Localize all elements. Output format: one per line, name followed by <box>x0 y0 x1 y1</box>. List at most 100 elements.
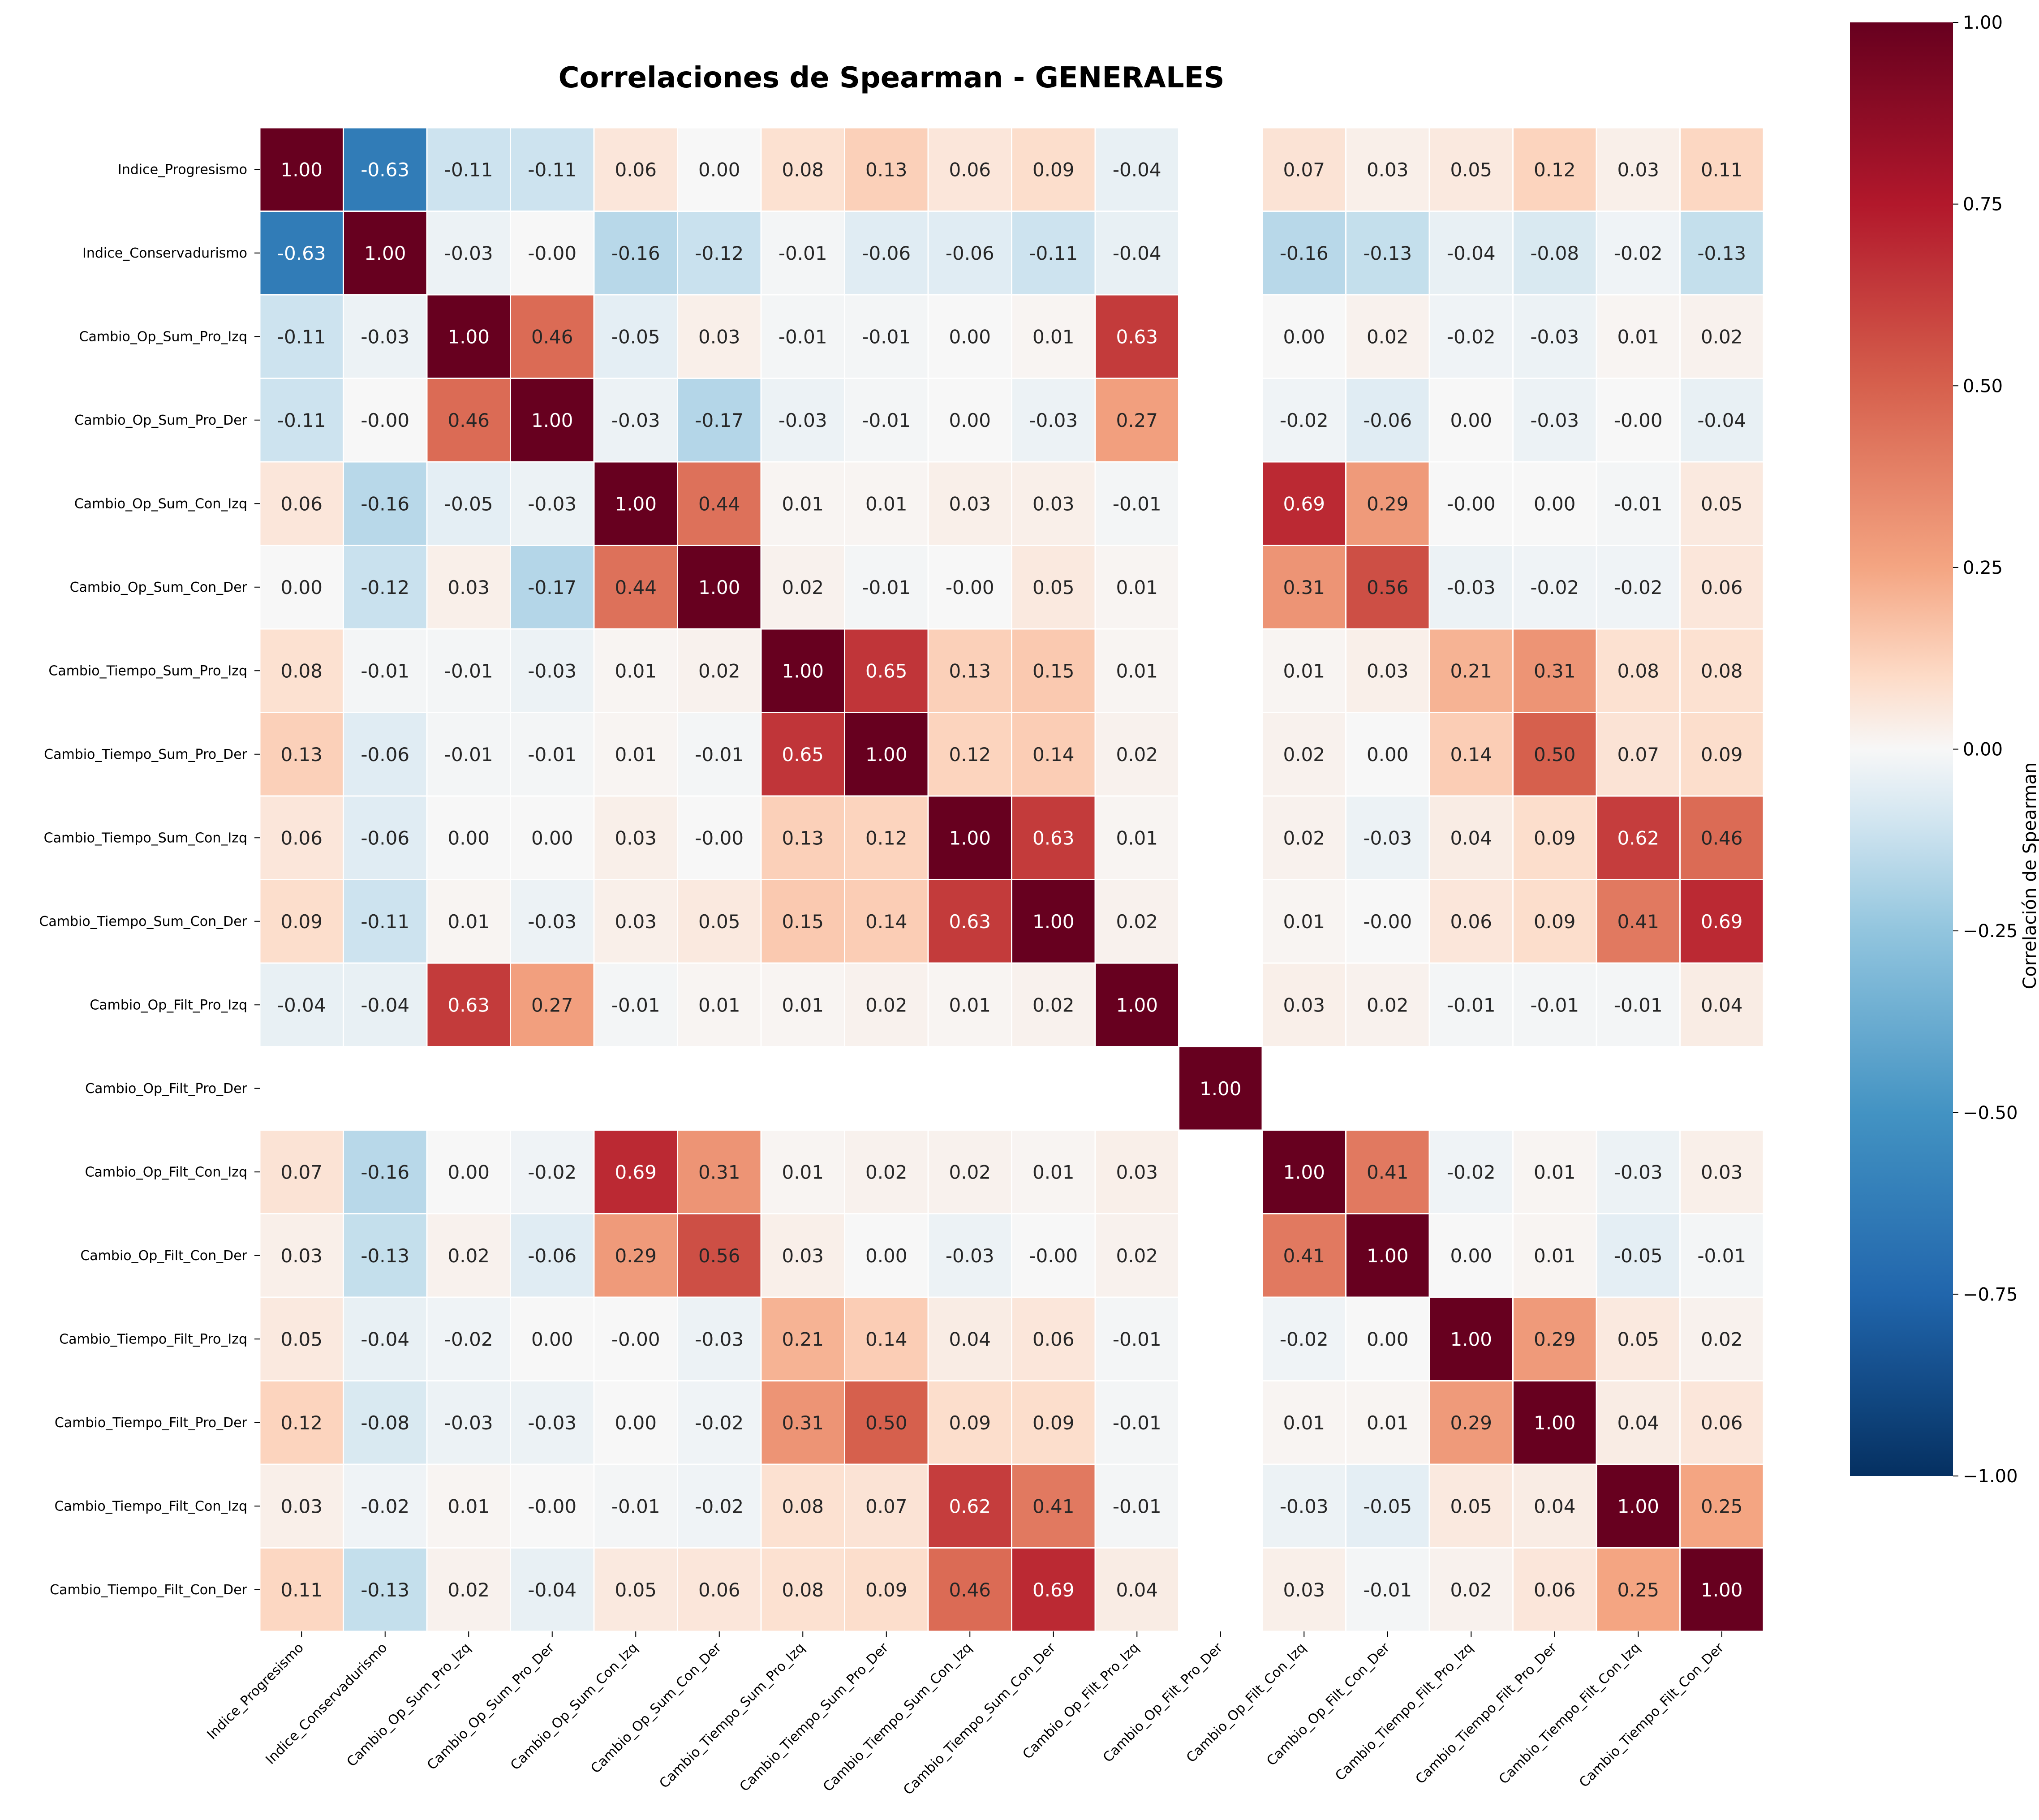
heatmap-cell <box>593 1296 678 1381</box>
heatmap-cell <box>1512 294 1597 379</box>
cell-value-label: -0.01 <box>528 744 576 766</box>
cell-value-label: -0.02 <box>1447 326 1496 348</box>
cell-value-label: 0.07 <box>1283 159 1325 181</box>
cell-value-label: 1.00 <box>1450 1328 1492 1350</box>
cell-value-label: 0.00 <box>1367 1328 1409 1350</box>
heatmap-cell <box>760 1463 845 1549</box>
heatmap-cell <box>259 127 344 212</box>
cell-value-label: 0.27 <box>1116 409 1158 431</box>
cell-value-label: 0.02 <box>1367 994 1409 1016</box>
heatmap-cell <box>593 1129 678 1214</box>
cell-value-label: 0.00 <box>531 1328 573 1350</box>
cell-value-label: -0.02 <box>1280 1328 1329 1350</box>
cell-value-label: -0.02 <box>1447 1161 1496 1183</box>
heatmap-cell <box>1679 461 1764 546</box>
cell-value-label: 0.46 <box>447 409 490 431</box>
cell-value-label: 1.00 <box>1367 1245 1409 1267</box>
heatmap-cell <box>844 1463 929 1549</box>
heatmap-cell <box>1428 1213 1514 1298</box>
cell-value-label: -0.04 <box>361 1328 409 1350</box>
column-label: Cambio_Tiempo_Filt_Pro_Izq <box>1332 1640 1476 1784</box>
heatmap-cell <box>927 461 1012 546</box>
row-label: Cambio_Op_Sum_Con_Der <box>70 580 248 595</box>
heatmap-cell <box>844 879 929 964</box>
cell-value-label: 0.07 <box>1617 744 1659 766</box>
heatmap-cell <box>1094 294 1179 379</box>
cell-value-label: 0.01 <box>447 911 490 933</box>
heatmap-cell <box>343 378 428 463</box>
cell-value-label: -0.03 <box>1029 409 1078 431</box>
cell-value-label: 0.01 <box>1534 1245 1576 1267</box>
cell-value-label: 0.00 <box>1283 326 1325 348</box>
cell-value-label: -0.00 <box>946 577 994 598</box>
cell-value-label: 0.63 <box>1032 827 1075 849</box>
heatmap-cell <box>760 1296 845 1381</box>
heatmap-cell <box>1512 795 1597 880</box>
cell-value-label: 0.01 <box>782 994 824 1016</box>
heatmap-cell <box>677 628 762 713</box>
cell-value-label: 0.29 <box>1534 1328 1576 1350</box>
cell-value-label: -0.04 <box>1113 159 1161 181</box>
cell-value-label: -0.17 <box>695 409 744 431</box>
cell-value-label: 0.00 <box>1450 1245 1492 1267</box>
cell-value-label: 0.02 <box>1116 1245 1158 1267</box>
heatmap-cell <box>927 1547 1012 1632</box>
row-labels: Indice_Progresismo Indice_Conservadurismo… <box>39 162 260 1598</box>
heatmap-cell <box>1428 545 1514 630</box>
cell-value-label: 0.02 <box>1283 744 1325 766</box>
cell-value-label: 0.31 <box>698 1161 740 1183</box>
cell-value-label: 0.05 <box>615 1579 657 1601</box>
cell-value-label: -0.13 <box>361 1245 409 1267</box>
cell-value-label: 1.00 <box>615 493 657 515</box>
colorbar-tick-label: −0.25 <box>1963 921 2018 942</box>
cell-value-label: 0.09 <box>1701 744 1743 766</box>
heatmap-cell <box>343 1463 428 1549</box>
heatmap-cell <box>1094 795 1179 880</box>
heatmap-cell <box>927 1213 1012 1298</box>
cell-value-label: 0.01 <box>1032 326 1075 348</box>
cell-value-label: 0.03 <box>280 1245 323 1267</box>
cell-value-label: 0.62 <box>949 1495 991 1517</box>
cell-value-label: -0.13 <box>1363 242 1412 264</box>
cell-value-label: -0.06 <box>1363 409 1412 431</box>
cell-value-label: 0.11 <box>280 1579 323 1601</box>
heatmap-cell <box>1428 211 1514 296</box>
colorbar-tick-label: 0.25 <box>1963 558 2003 578</box>
heatmap-cell <box>1094 461 1179 546</box>
heatmap-cell <box>677 211 762 296</box>
cell-value-label: 0.13 <box>949 660 991 682</box>
colorbar-gradient <box>1850 22 1953 1476</box>
heatmap-cell <box>1345 1213 1430 1298</box>
cell-value-label: -0.06 <box>361 827 409 849</box>
cell-value-label: 0.69 <box>1283 493 1325 515</box>
row-label: Cambio_Tiempo_Filt_Con_Izq <box>54 1498 247 1514</box>
cell-value-label: 0.06 <box>615 159 657 181</box>
heatmap-cell <box>677 1380 762 1465</box>
cell-value-label: -0.06 <box>862 242 911 264</box>
heatmap-cell <box>593 1213 678 1298</box>
heatmap-cell <box>1428 1296 1514 1381</box>
heatmap-cell <box>677 545 762 630</box>
cell-value-label: -0.01 <box>1113 493 1161 515</box>
heatmap-cell <box>1094 712 1179 797</box>
heatmap-cell <box>844 461 929 546</box>
heatmap-cell <box>510 211 595 296</box>
heatmap-cell <box>593 712 678 797</box>
cell-value-label: -0.03 <box>1530 409 1579 431</box>
heatmap-cell <box>426 378 511 463</box>
cell-value-label: 0.05 <box>1032 577 1075 598</box>
heatmap-cell <box>927 962 1012 1047</box>
cell-value-label: -0.01 <box>862 409 911 431</box>
cell-value-label: 0.03 <box>1701 1161 1743 1183</box>
heatmap-cell <box>927 545 1012 630</box>
cell-value-label: -0.01 <box>1113 1495 1161 1517</box>
colorbar-label: Correlación de Spearman <box>2020 762 2039 990</box>
heatmap-cell <box>510 127 595 212</box>
row-label: Indice_Conservadurismo <box>82 245 247 261</box>
heatmap-cell <box>1345 461 1430 546</box>
cell-value-label: 0.05 <box>280 1328 323 1350</box>
cell-value-label: -0.02 <box>1280 409 1329 431</box>
cell-value-label: 0.03 <box>1032 493 1075 515</box>
heatmap-cell <box>1345 712 1430 797</box>
